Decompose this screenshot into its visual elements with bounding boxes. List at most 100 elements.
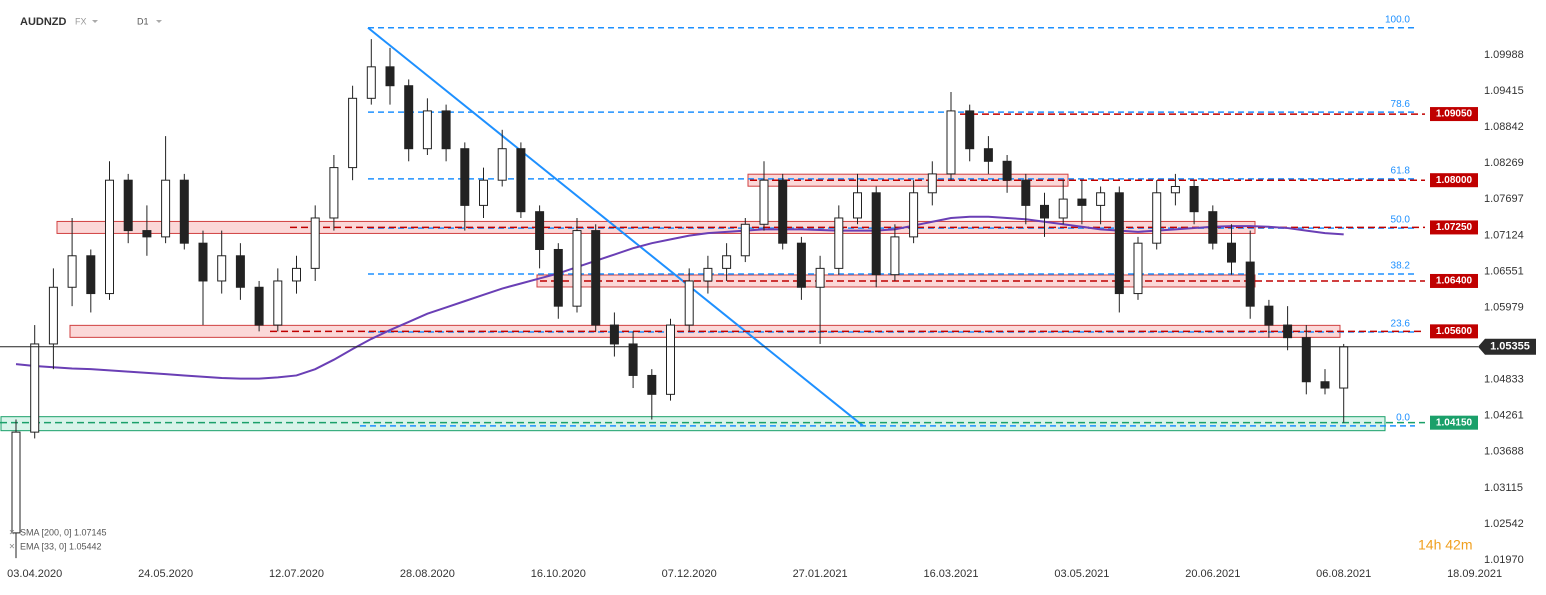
candle-body xyxy=(853,192,862,219)
candle-body xyxy=(909,192,919,238)
candle-body xyxy=(1189,185,1199,213)
candle-body xyxy=(497,148,507,181)
candle-body xyxy=(666,324,675,395)
candle-body xyxy=(11,431,21,534)
y-tick-label: 1.04833 xyxy=(1484,374,1524,386)
level-label: 1.06400 xyxy=(1436,276,1473,287)
x-tick-label: 18.09.2021 xyxy=(1447,568,1502,580)
candle-body xyxy=(1283,324,1293,339)
candle-body xyxy=(1133,242,1143,295)
candle-body xyxy=(385,66,395,87)
candle-body xyxy=(348,97,358,169)
candle-body xyxy=(105,179,114,295)
y-tick-label: 1.01970 xyxy=(1484,554,1524,566)
level-label: 1.09050 xyxy=(1436,109,1473,120)
candle-body xyxy=(890,236,900,276)
candle-body xyxy=(647,374,657,395)
level-label: 1.08000 xyxy=(1436,175,1473,186)
candle-body xyxy=(1002,160,1012,181)
fib-label: 78.6 xyxy=(1391,99,1411,110)
candle-body xyxy=(553,248,563,307)
symbol[interactable]: AUDNZD xyxy=(20,16,66,28)
candle-body xyxy=(142,230,152,238)
level-label: 1.05600 xyxy=(1436,326,1473,337)
y-tick-label: 1.03115 xyxy=(1484,482,1523,494)
indicator-legend: SMA [200, 0] 1.07145 xyxy=(20,527,107,537)
candle-body xyxy=(254,286,264,326)
fib-label: 50.0 xyxy=(1391,215,1411,226)
y-tick-label: 1.06551 xyxy=(1484,265,1524,277)
candle-body xyxy=(1152,192,1162,244)
fib-label: 100.0 xyxy=(1385,14,1410,25)
candle-body xyxy=(30,343,40,433)
last-price-tag xyxy=(1478,338,1536,355)
candle-body xyxy=(759,179,769,225)
candle-body xyxy=(1227,242,1236,263)
candle-body xyxy=(404,85,414,150)
candle-body xyxy=(292,267,301,282)
candle-body xyxy=(1264,305,1274,326)
candle-body xyxy=(815,267,825,288)
candle-body xyxy=(1245,261,1255,307)
x-tick-label: 16.03.2021 xyxy=(923,568,978,580)
candle-body xyxy=(946,110,956,175)
candle-body xyxy=(778,179,788,244)
candle-body xyxy=(1040,204,1049,219)
x-tick-label: 06.08.2021 xyxy=(1316,568,1371,580)
market[interactable]: FX xyxy=(75,16,87,26)
candle-body xyxy=(1021,179,1031,206)
candle-body xyxy=(1170,185,1180,194)
level-tag xyxy=(1430,273,1478,288)
x-tick-label: 12.07.2020 xyxy=(269,568,324,580)
candle-body xyxy=(591,230,601,326)
x-tick-label: 24.05.2020 xyxy=(138,568,193,580)
candle-body xyxy=(441,110,451,150)
dropdown-icon[interactable] xyxy=(92,20,98,23)
candle-body xyxy=(834,217,844,269)
interval[interactable]: D1 xyxy=(137,16,149,26)
candle-body xyxy=(161,179,171,238)
candle-body xyxy=(1058,198,1068,219)
candle-body xyxy=(310,217,320,269)
y-tick-label: 1.07124 xyxy=(1484,229,1524,241)
candle-body xyxy=(684,280,694,326)
y-tick-label: 1.05979 xyxy=(1484,301,1524,313)
candle-body xyxy=(366,66,376,99)
candle-body xyxy=(479,179,488,206)
candle-body xyxy=(927,173,937,194)
countdown: 14h 42m xyxy=(1418,537,1472,553)
candle-body xyxy=(983,148,993,162)
candle-body xyxy=(1301,337,1311,383)
y-tick-label: 1.09988 xyxy=(1484,49,1524,61)
x-tick-label: 27.01.2021 xyxy=(793,568,848,580)
candle-body xyxy=(460,148,470,206)
x-tick-label: 07.12.2020 xyxy=(662,568,717,580)
candle-body xyxy=(740,223,750,257)
remove-icon[interactable]: × xyxy=(9,528,15,539)
candle-body xyxy=(871,192,881,276)
candle-body xyxy=(1320,381,1330,389)
dropdown-icon[interactable] xyxy=(156,20,162,23)
x-tick-label: 28.08.2020 xyxy=(400,568,455,580)
candle-body xyxy=(273,280,283,326)
indicator-legend: EMA [33, 0] 1.05442 xyxy=(20,541,102,551)
x-tick-label: 03.04.2020 xyxy=(7,568,62,580)
level-tag xyxy=(1430,107,1478,122)
x-tick-label: 20.06.2021 xyxy=(1185,568,1240,580)
plot-area: 1.09988 1.09415 1.08842 1.08269 1.07697 1.071… xyxy=(0,14,1536,580)
remove-icon[interactable]: × xyxy=(9,542,15,553)
candle-body xyxy=(722,255,732,269)
x-tick-label: 16.10.2020 xyxy=(531,568,586,580)
level-label: 1.04150 xyxy=(1436,417,1473,428)
fib-label: 0.0 xyxy=(1396,412,1410,423)
candle-body xyxy=(796,242,806,288)
candle-body xyxy=(628,343,638,376)
fib-label: 38.2 xyxy=(1391,261,1411,272)
y-tick-label: 1.07697 xyxy=(1484,193,1524,205)
candle-body xyxy=(609,324,619,345)
candle-body xyxy=(1077,198,1087,206)
candle-body xyxy=(1096,192,1106,206)
candle-body xyxy=(217,255,227,282)
candle-body xyxy=(516,148,526,213)
candle-body xyxy=(1339,346,1349,389)
